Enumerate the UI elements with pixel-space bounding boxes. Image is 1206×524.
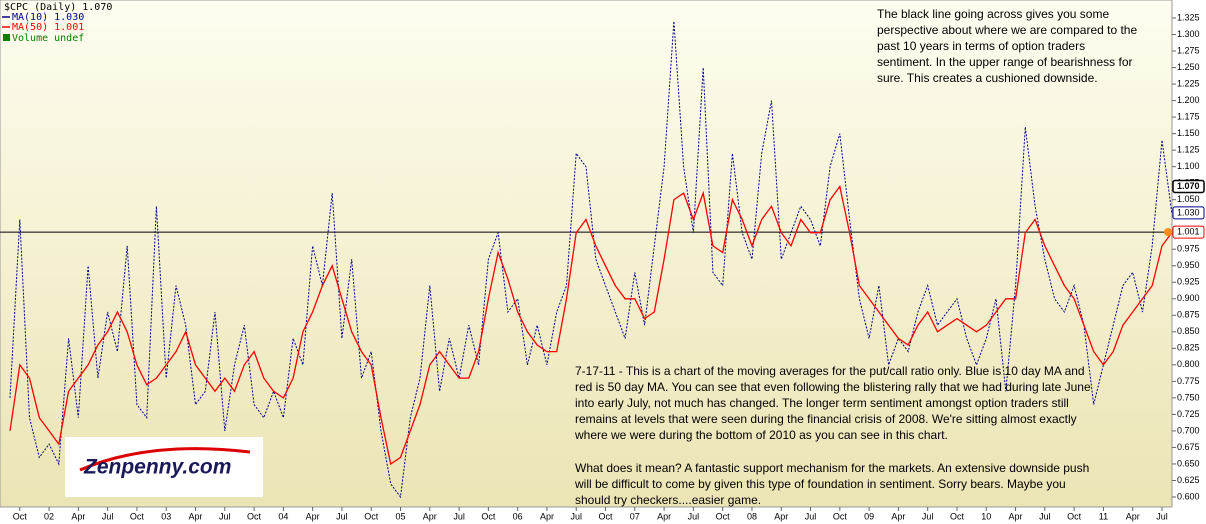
y-tick-label: 0.975 [1177,244,1200,254]
x-tick-label: Apr [188,511,202,521]
y-tick-label: 0.600 [1177,491,1200,501]
x-tick-label: 02 [44,511,54,521]
y-tick-label: 0.700 [1177,425,1200,435]
x-tick-label: Oct [364,511,379,521]
y-tick-label: 0.775 [1177,376,1200,386]
x-tick-label: Oct [950,511,965,521]
y-tick-label: 1.125 [1177,145,1200,155]
last-value-label: 1.070 [1177,181,1200,191]
x-tick-label: Oct [833,511,848,521]
annotation-line: where we were during the bottom of 2010 … [574,428,948,442]
x-tick-label: 11 [1099,511,1108,521]
last-value-box [1172,206,1205,220]
series-line [9,21,1173,499]
y-tick-label: 0.800 [1177,359,1200,369]
y-tick-label: 0.750 [1177,392,1200,402]
y-tick-label: 1.050 [1177,194,1200,204]
x-tick-label: 06 [513,511,523,521]
annotation-line: red is 50 day MA. You can see that even … [575,380,1091,394]
x-tick-label: Apr [1126,511,1140,521]
y-tick-label: 1.275 [1177,45,1200,55]
legend-label: MA(50) 1.001 [12,22,84,33]
annotation-line: into early July, not much has changed. T… [575,396,1069,410]
plot-area [0,0,1173,508]
y-tick-label: 0.675 [1177,442,1200,452]
x-tick-label: Jul [1039,511,1051,521]
annotation-line: What does it mean? A fantastic support m… [575,461,1089,475]
annotation-line: will be difficult to come by given this … [574,477,1066,491]
y-tick-label: 0.875 [1177,310,1200,320]
logo-swoosh [79,447,251,472]
x-tick-label: 03 [161,511,171,521]
last-value-box [1172,179,1205,194]
x-tick-label: Apr [1009,511,1023,521]
legend-extra: Volume undef [12,33,84,44]
x-tick-label: 08 [747,511,757,521]
logo-text: Zenpenny.com [83,456,231,479]
y-tick-label: 1.300 [1177,29,1200,39]
y-tick-label: 1.175 [1177,111,1200,121]
x-tick-label: Apr [423,511,437,521]
chart-title: $CPC (Daily) 1.070 [4,2,112,13]
y-tick-label: 0.850 [1177,326,1200,336]
last-value-label: 1.030 [1177,207,1200,217]
x-tick-label: Oct [13,511,28,521]
annotation-line: past 10 years in terms of option traders [877,39,1085,53]
x-tick-label: Jul [1156,511,1168,521]
y-tick-label: 0.650 [1177,458,1200,468]
y-tick-label: 0.625 [1177,475,1200,485]
logo-box [65,437,263,497]
y-tick-label: 1.150 [1177,128,1200,138]
x-tick-label: Oct [599,511,614,521]
x-tick-label: Apr [306,511,320,521]
annotation-line: sentiment. In the upper range of bearish… [877,55,1133,69]
x-tick-label: Jul [219,511,231,521]
legend-label: MA(10) 1.030 [12,12,84,23]
x-tick-label: Apr [891,511,905,521]
x-tick-label: 04 [278,511,288,521]
x-tick-label: Jul [805,511,817,521]
y-tick-label: 1.200 [1177,95,1200,105]
y-tick-label: 1.250 [1177,62,1200,72]
x-tick-label: 05 [396,511,406,521]
y-tick-label: 0.925 [1177,277,1200,287]
x-tick-label: Apr [540,511,554,521]
x-tick-label: Jul [570,511,582,521]
x-tick-label: Oct [247,511,262,521]
y-tick-label: 1.325 [1177,12,1200,22]
x-tick-label: Jul [453,511,465,521]
legend-swatch [3,34,10,41]
y-tick-label: 0.825 [1177,343,1200,353]
y-tick-label: 0.725 [1177,409,1200,419]
last-value-box [1172,225,1205,239]
last-value-label: 1.001 [1177,226,1200,236]
y-tick-label: 1.225 [1177,78,1200,88]
x-tick-label: Oct [481,511,496,521]
annotation-line: sure. This creates a cushioned downside. [877,71,1098,85]
x-tick-label: Oct [130,511,145,521]
x-tick-label: Apr [657,511,671,521]
y-tick-label: 1.100 [1177,161,1200,171]
x-tick-label: 07 [630,511,640,521]
x-tick-label: Oct [1067,511,1082,521]
x-tick-label: Jul [336,511,348,521]
y-tick-label: 0.900 [1177,293,1200,303]
x-tick-label: Jul [688,511,700,521]
annotation-line: perspective about where we are compared … [877,23,1137,37]
x-tick-label: 10 [981,511,991,521]
end-marker [1164,228,1172,237]
annotation-line: should try checkers....easier game. [575,493,761,507]
x-tick-label: Oct [716,511,731,521]
series-line [9,184,1173,466]
x-tick-label: 09 [864,511,874,521]
annotation-line: remains at levels that were seen during … [575,412,1077,426]
y-tick-label: 0.950 [1177,260,1200,270]
annotation-line: The black line going across gives you so… [877,7,1109,21]
x-tick-label: Jul [102,511,114,521]
x-tick-label: Apr [774,511,788,521]
x-tick-label: Jul [922,511,934,521]
annotation-line: 7-17-11 - This is a chart of the moving … [575,364,1085,378]
x-tick-label: Apr [71,511,85,521]
